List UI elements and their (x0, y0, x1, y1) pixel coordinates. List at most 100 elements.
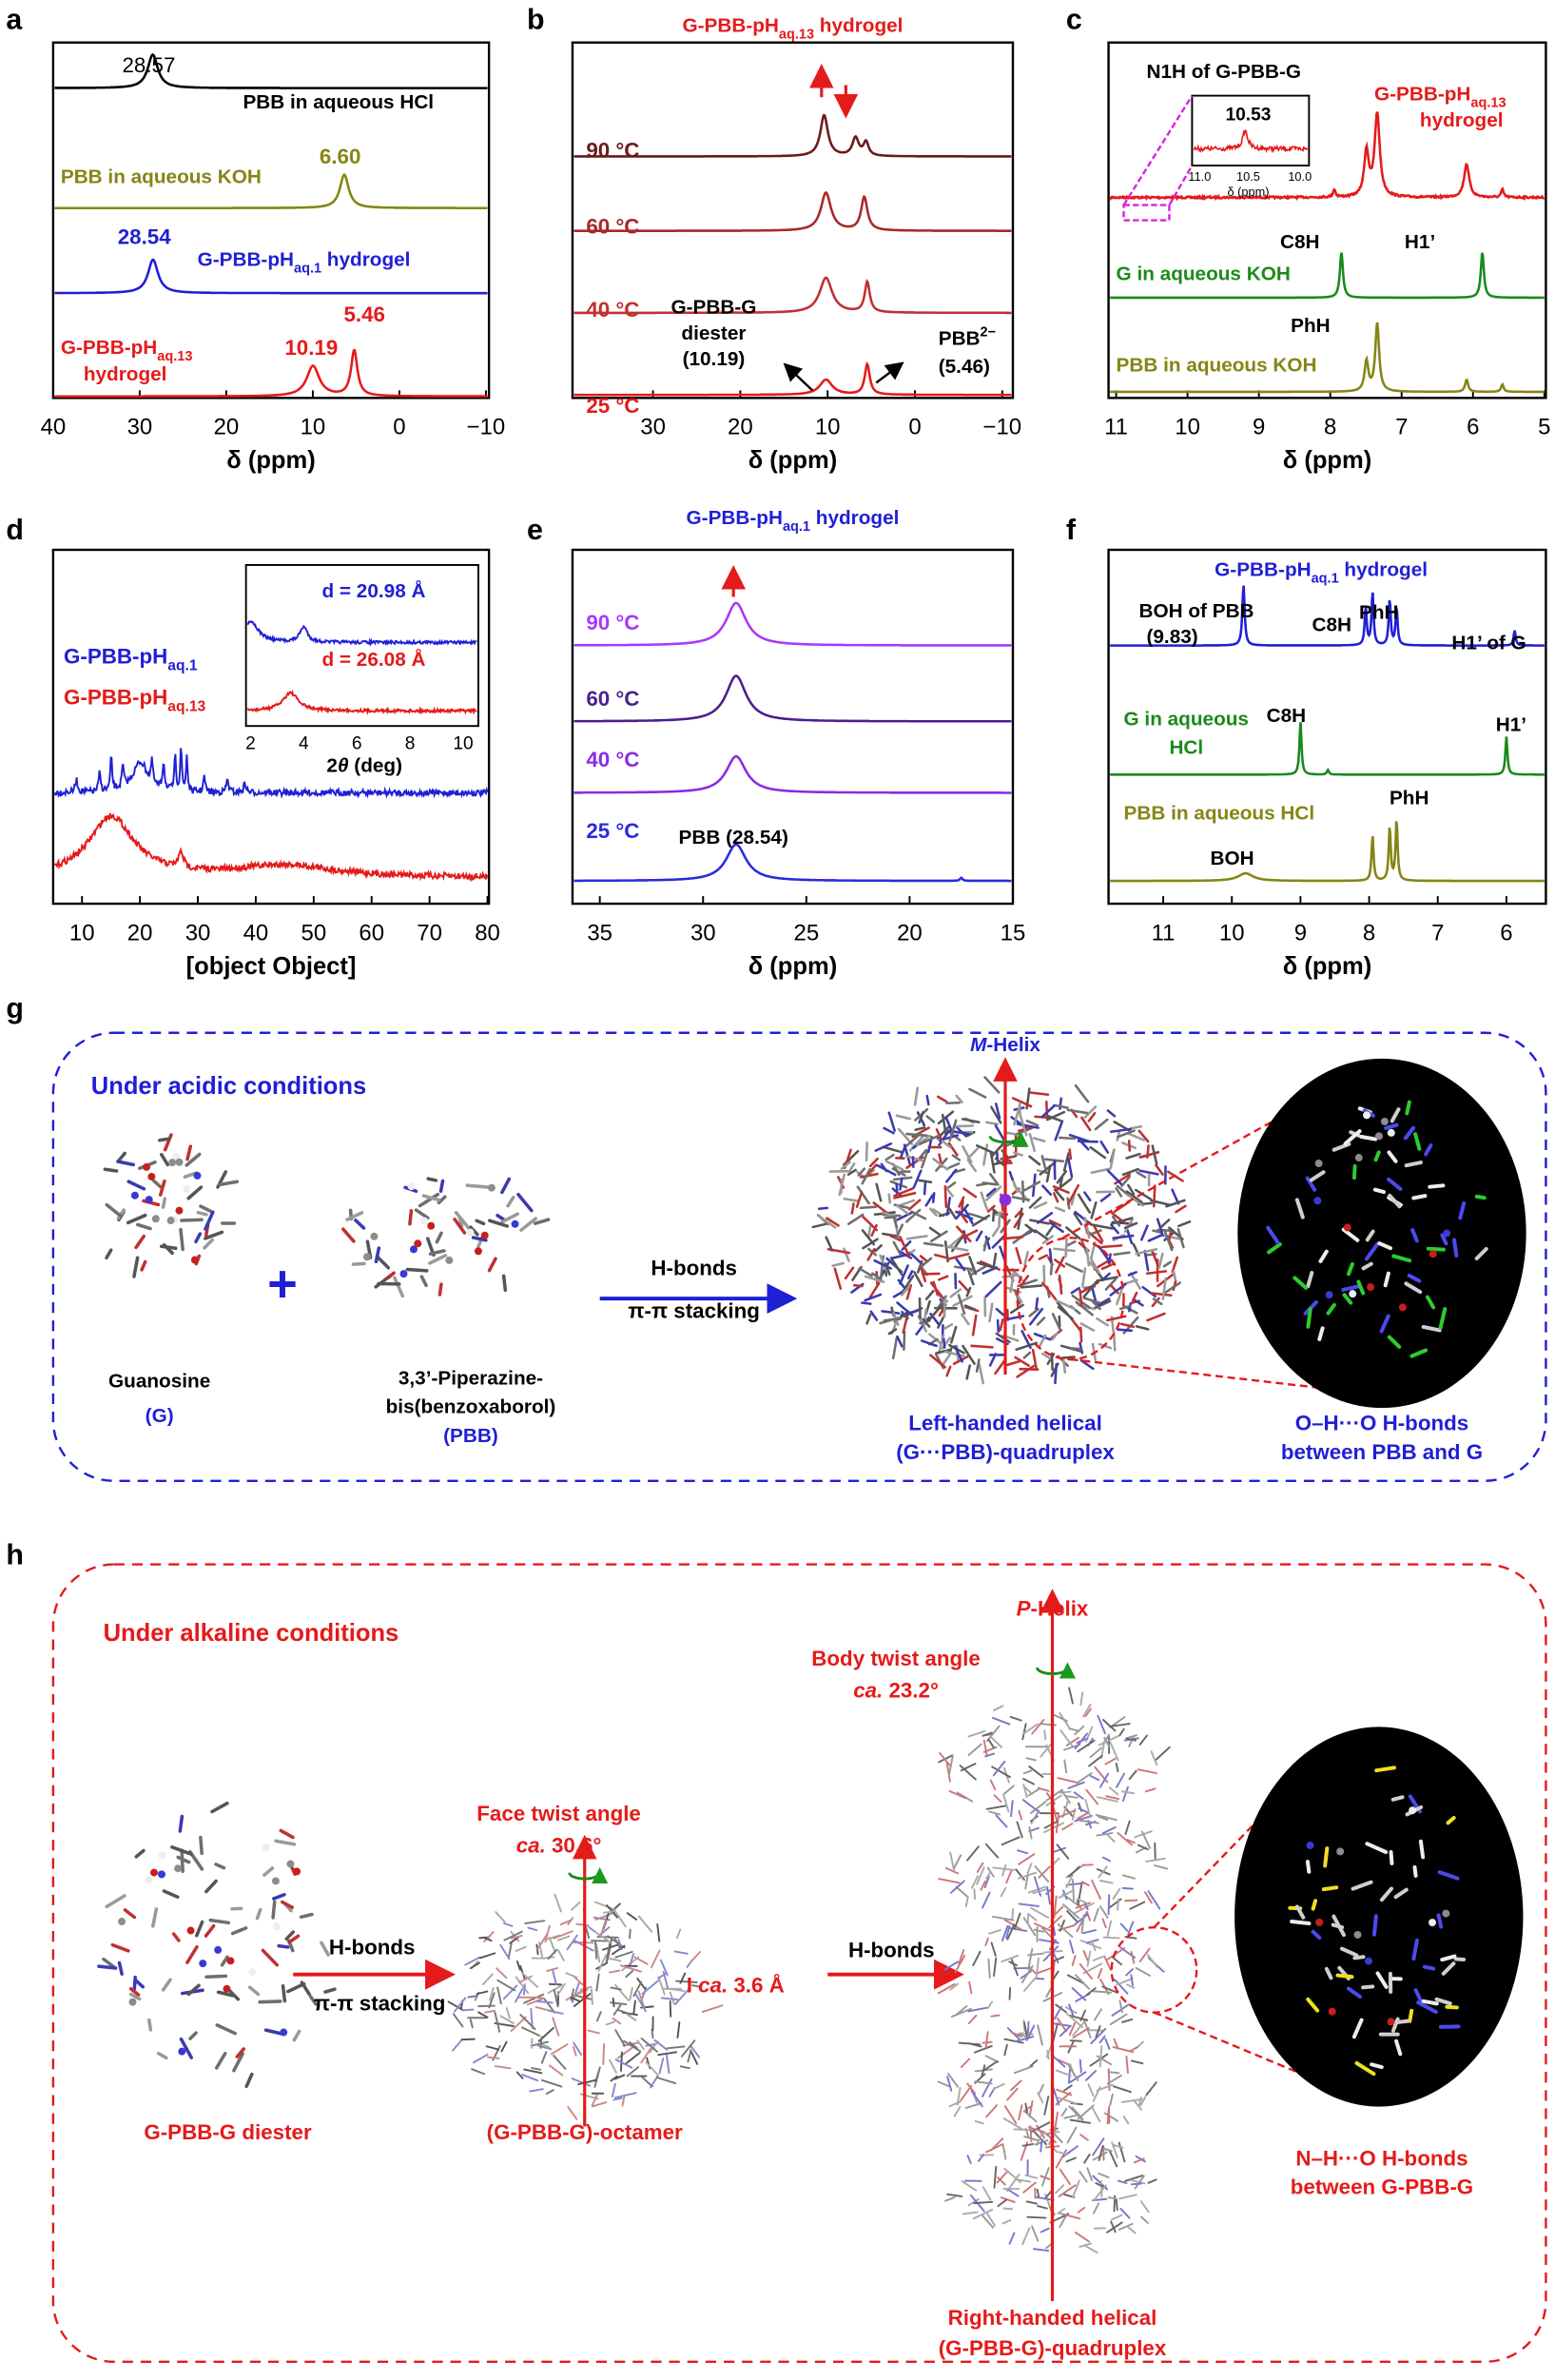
atom (466, 1228, 475, 1237)
bond (1267, 1242, 1282, 1255)
bond (1055, 2069, 1072, 2078)
bond (1137, 1129, 1150, 1143)
bond (1111, 2003, 1130, 2017)
spectrum (573, 601, 1012, 647)
bond (626, 2014, 637, 2021)
bond (613, 2092, 637, 2099)
bond (1135, 1966, 1151, 1977)
bond (1038, 1254, 1048, 1260)
bond (1065, 1239, 1077, 1247)
bond (1422, 1964, 1436, 1971)
bond (1059, 1729, 1075, 1748)
bond (1079, 1341, 1084, 1355)
bond (1022, 1723, 1039, 1735)
bond (1130, 1974, 1134, 1986)
label: G-PBB-G diester (144, 2120, 312, 2144)
bond (966, 1845, 980, 1862)
label: N1H of G-PBB-G (1146, 61, 1301, 83)
spectrum (573, 754, 1012, 794)
bond (1089, 1746, 1102, 1759)
bond (944, 1185, 954, 1198)
label: 6 (352, 733, 362, 753)
bond (527, 1926, 538, 1932)
bond (1115, 1762, 1119, 1773)
label: 3,3’-Piperazine- (398, 1367, 543, 1389)
bond (965, 1364, 972, 1380)
bond (1109, 1149, 1116, 1169)
bond (1040, 1742, 1053, 1758)
label-part: aq.1 (1312, 571, 1339, 586)
bond (857, 1167, 866, 1177)
bond (964, 2102, 982, 2109)
bond (1143, 1249, 1150, 1272)
bond (984, 2055, 1000, 2063)
spectrum (1110, 821, 1545, 883)
bond (247, 1985, 261, 1997)
bond (1139, 1151, 1160, 1159)
bond (1091, 1879, 1101, 1901)
bond (1079, 2134, 1089, 2141)
bond (1388, 1193, 1402, 1209)
bond (414, 1208, 430, 1220)
bond (1108, 2149, 1118, 2168)
bond (1085, 2070, 1097, 2081)
bond (1008, 1961, 1018, 1967)
bond (374, 1246, 381, 1263)
bond (1112, 2046, 1135, 2054)
bond (1421, 1324, 1442, 1333)
bond (844, 1266, 855, 1280)
bond (281, 1984, 287, 2003)
label: 5.46 (343, 302, 385, 326)
bond (1106, 2074, 1123, 2085)
x-tick-label: 10 (1219, 920, 1245, 946)
bond (1033, 1928, 1044, 1933)
bond (1056, 1301, 1069, 1316)
bond (524, 1920, 546, 1924)
bond (1112, 1887, 1121, 1901)
atom (409, 1245, 418, 1254)
label-part: 2− (981, 324, 997, 340)
label: (PBB) (443, 1425, 498, 1447)
bond (1383, 1271, 1390, 1288)
bond (1365, 1229, 1375, 1242)
bond (1013, 1912, 1021, 1930)
bond (1099, 1905, 1109, 1919)
bond (961, 1118, 981, 1123)
bond (843, 1197, 859, 1202)
bond (1021, 1799, 1041, 1814)
atom (474, 1247, 482, 1256)
bond (1107, 2071, 1120, 2075)
axes-frame (51, 41, 491, 400)
bond (135, 1222, 152, 1231)
label: C8H (1312, 614, 1352, 635)
bond (986, 1204, 996, 1213)
bond (1034, 1865, 1050, 1883)
bond (1013, 2128, 1034, 2132)
bond (592, 2101, 608, 2108)
atom (399, 1270, 408, 1278)
label-part: hydrogel (1339, 559, 1428, 581)
bond (946, 1204, 958, 1220)
label: diester (681, 322, 746, 344)
bond (1352, 1955, 1366, 1961)
label: Face twist angle (476, 1802, 641, 1825)
bond (973, 1888, 977, 1901)
bond (204, 1879, 218, 1894)
spectrum (1109, 111, 1545, 202)
bond (1096, 1317, 1110, 1327)
bond (907, 1199, 922, 1211)
bond (1095, 1814, 1118, 1822)
bond (1016, 1293, 1023, 1304)
label: + (267, 1255, 298, 1313)
bond (1009, 1303, 1024, 1315)
bond (967, 1743, 982, 1757)
bond (1082, 1279, 1098, 1298)
bond (185, 1144, 193, 1161)
bond (1139, 2200, 1150, 2214)
bond (657, 2051, 678, 2057)
bond (179, 1227, 185, 1252)
bond (1096, 1832, 1114, 1837)
bond (1043, 2096, 1050, 2116)
bond (573, 1993, 592, 2008)
bond (991, 1233, 1007, 1249)
